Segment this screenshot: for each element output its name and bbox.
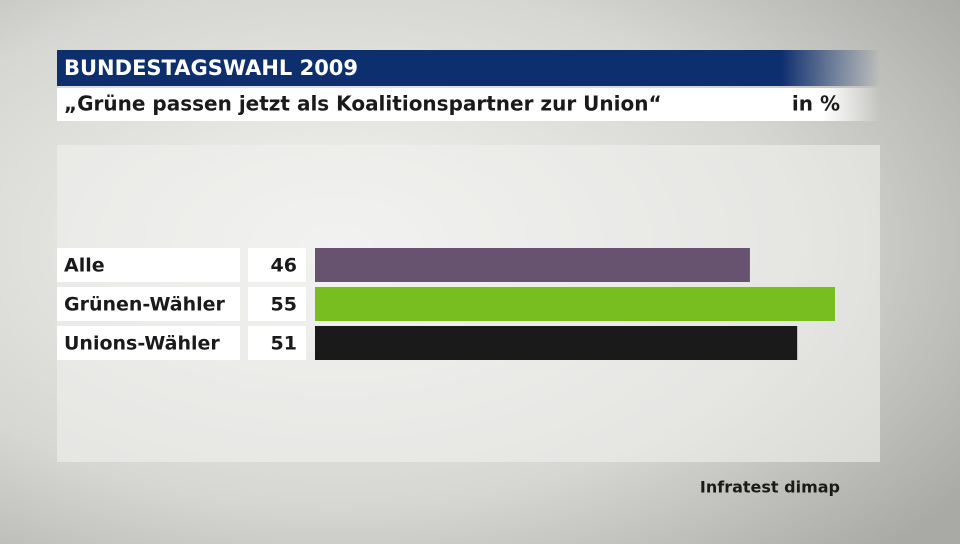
value-label: 55 [271,294,297,316]
category-label: Grünen-Wähler [64,294,225,316]
category-label: Alle [64,255,105,277]
value-box [248,326,306,360]
bar [315,326,798,360]
bar [315,287,835,321]
source: Infratest dimap [700,478,840,497]
chart-subtitle: „Grüne passen jetzt als Koalitionspartne… [64,92,662,116]
label-box [57,326,240,360]
subtitle-bar [57,88,880,121]
value-label: 51 [271,333,297,355]
label-box [57,287,240,321]
category-label: Unions-Wähler [64,333,220,355]
value-label: 46 [271,255,297,277]
chart-title: BUNDESTAGSWAHL 2009 [64,56,358,80]
value-box [248,287,306,321]
unit-label: in % [792,92,840,116]
bar [315,248,750,282]
value-box [248,248,306,282]
label-box [57,248,240,282]
title-bar [57,50,880,86]
